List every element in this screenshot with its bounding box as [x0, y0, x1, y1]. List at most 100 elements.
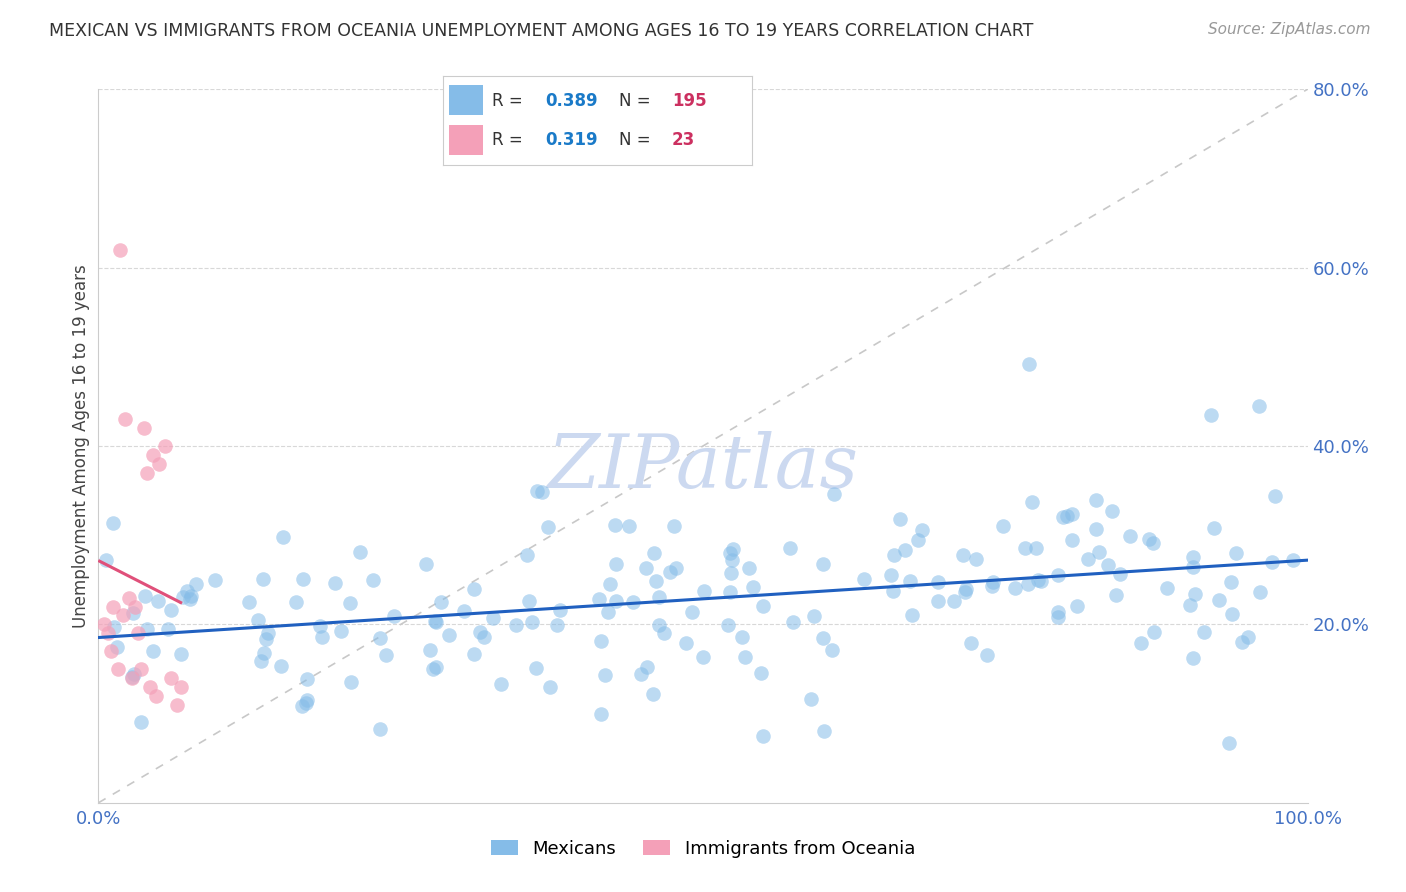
- Point: [1046, 567, 1069, 582]
- Point: [176, 583, 198, 598]
- Point: [295, 696, 318, 710]
- Point: [721, 553, 744, 567]
- Point: [591, 633, 613, 648]
- Point: [803, 609, 825, 624]
- Point: [911, 523, 934, 537]
- Text: N =: N =: [619, 131, 657, 149]
- Point: [105, 640, 128, 654]
- Text: 23: 23: [672, 131, 695, 149]
- Point: [1264, 489, 1286, 503]
- Point: [675, 635, 697, 649]
- Point: [1052, 510, 1074, 524]
- Text: ZIPatlas: ZIPatlas: [547, 431, 859, 504]
- Point: [538, 680, 561, 694]
- Point: [111, 608, 134, 623]
- Point: [139, 680, 162, 694]
- Point: [291, 699, 314, 714]
- Point: [419, 643, 441, 657]
- Point: [108, 243, 131, 257]
- Point: [621, 595, 644, 609]
- Point: [122, 606, 145, 620]
- Point: [605, 557, 627, 571]
- Point: [166, 698, 188, 712]
- Point: [489, 677, 512, 691]
- Point: [297, 672, 319, 686]
- Point: [692, 649, 714, 664]
- Point: [505, 617, 527, 632]
- Text: R =: R =: [492, 92, 529, 110]
- Y-axis label: Unemployment Among Ages 16 to 19 years: Unemployment Among Ages 16 to 19 years: [72, 264, 90, 628]
- Point: [779, 541, 801, 555]
- Point: [311, 630, 333, 644]
- Point: [1199, 408, 1222, 422]
- Point: [118, 591, 141, 605]
- Point: [285, 595, 308, 609]
- Point: [591, 707, 613, 722]
- Point: [980, 579, 1002, 593]
- Point: [1220, 607, 1243, 621]
- Point: [599, 576, 621, 591]
- Point: [134, 590, 156, 604]
- Point: [721, 542, 744, 557]
- Point: [852, 572, 875, 586]
- Point: [955, 585, 977, 599]
- Point: [1088, 545, 1111, 559]
- Point: [453, 603, 475, 617]
- Point: [127, 626, 149, 640]
- Point: [644, 574, 666, 588]
- Point: [1047, 605, 1070, 619]
- Point: [898, 574, 921, 589]
- Point: [662, 519, 685, 533]
- Point: [97, 626, 120, 640]
- Point: [720, 566, 742, 581]
- Point: [107, 662, 129, 676]
- Point: [254, 632, 277, 646]
- Point: [883, 548, 905, 562]
- Text: Source: ZipAtlas.com: Source: ZipAtlas.com: [1208, 22, 1371, 37]
- Point: [146, 594, 169, 608]
- Point: [630, 667, 652, 681]
- Point: [148, 457, 170, 471]
- Point: [1105, 588, 1128, 602]
- Point: [134, 421, 156, 435]
- Point: [136, 623, 159, 637]
- Point: [368, 631, 391, 645]
- Text: N =: N =: [619, 92, 657, 110]
- Point: [955, 582, 977, 596]
- Text: MEXICAN VS IMMIGRANTS FROM OCEANIA UNEMPLOYMENT AMONG AGES 16 TO 19 YEARS CORREL: MEXICAN VS IMMIGRANTS FROM OCEANIA UNEMP…: [49, 22, 1033, 40]
- Bar: [449, 85, 484, 115]
- Point: [472, 630, 495, 644]
- Point: [693, 584, 716, 599]
- Point: [114, 412, 136, 426]
- Point: [180, 589, 202, 603]
- Point: [169, 680, 191, 694]
- Point: [339, 596, 361, 610]
- Point: [415, 557, 437, 571]
- Point: [619, 518, 641, 533]
- Point: [647, 591, 669, 605]
- Point: [811, 631, 834, 645]
- Point: [738, 561, 761, 575]
- Text: 195: 195: [672, 92, 706, 110]
- Point: [813, 558, 835, 572]
- Point: [718, 585, 741, 599]
- Point: [100, 644, 122, 658]
- Point: [253, 646, 276, 660]
- Point: [1084, 493, 1107, 508]
- Point: [634, 560, 657, 574]
- Point: [752, 729, 775, 743]
- Point: [142, 644, 165, 658]
- Point: [1202, 521, 1225, 535]
- Bar: [449, 125, 484, 155]
- Point: [368, 723, 391, 737]
- Point: [1181, 549, 1204, 564]
- Point: [959, 636, 981, 650]
- Point: [101, 516, 124, 531]
- Point: [821, 642, 844, 657]
- Point: [1142, 536, 1164, 550]
- Point: [323, 575, 346, 590]
- Point: [1218, 737, 1240, 751]
- Point: [593, 668, 616, 682]
- Point: [124, 599, 146, 614]
- Point: [340, 674, 363, 689]
